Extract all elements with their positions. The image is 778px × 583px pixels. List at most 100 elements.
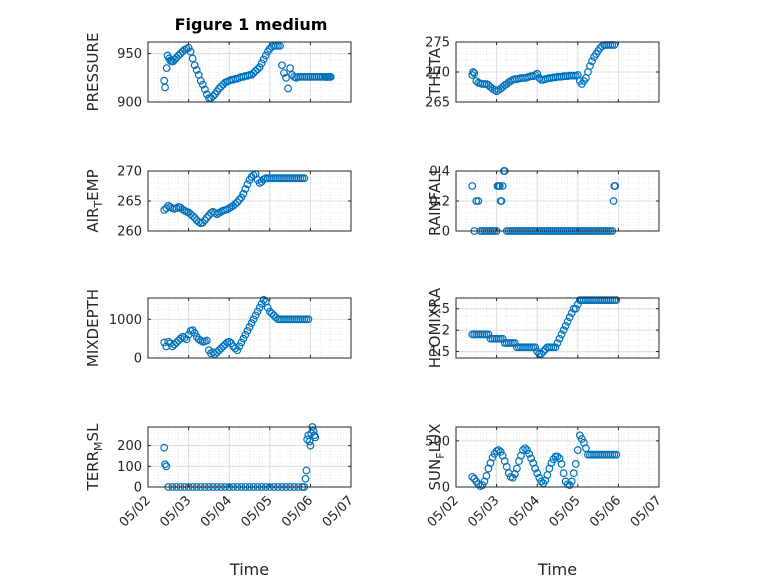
data-point <box>557 330 566 339</box>
data-point <box>525 449 533 458</box>
data-point <box>176 49 185 58</box>
data-point <box>559 469 568 478</box>
data-point <box>188 212 197 220</box>
data-point <box>286 64 295 73</box>
data-point <box>202 336 211 345</box>
y-tick-label: 500 <box>425 434 450 449</box>
subplot-1: 900 950 PRESSURE <box>84 33 352 111</box>
data-point <box>253 307 262 316</box>
data-point <box>612 450 621 459</box>
data-point <box>239 189 248 198</box>
data-point <box>257 299 266 308</box>
data-point <box>304 315 313 324</box>
subplot-5: 0 1000 MIXDEPTH <box>84 289 352 367</box>
data-point <box>198 80 207 89</box>
data-point <box>225 337 234 346</box>
data-point <box>162 64 171 73</box>
data-point <box>494 446 503 454</box>
x-tick-label: 05/05 <box>239 493 276 530</box>
data-point <box>300 174 309 183</box>
data-point <box>498 182 507 190</box>
data-point <box>557 460 566 468</box>
data-point <box>569 469 578 478</box>
data-point <box>612 296 621 305</box>
y-tick-label: 0 <box>442 481 450 496</box>
data-point <box>565 313 574 322</box>
data-point <box>161 83 169 92</box>
y-tick-label: 900 <box>117 96 142 111</box>
axes-box <box>147 41 352 103</box>
data-point <box>468 472 477 481</box>
data-point <box>233 198 242 207</box>
data-point <box>326 72 335 81</box>
y-tick-label: 0.2 <box>429 195 450 210</box>
data-point <box>497 197 506 205</box>
y-tick-label: 260 <box>117 225 142 240</box>
data-point <box>305 437 314 446</box>
data-point <box>188 54 197 63</box>
data-point <box>251 311 260 320</box>
x-tick-label: 05/06 <box>279 493 316 530</box>
axes-box <box>455 426 660 488</box>
series-markers <box>468 41 619 96</box>
data-point <box>249 69 258 77</box>
data-point <box>202 213 211 222</box>
data-point <box>172 338 181 347</box>
data-point <box>523 446 531 454</box>
data-point <box>190 61 199 70</box>
data-point <box>162 462 171 471</box>
data-point <box>474 480 483 489</box>
data-point <box>306 441 315 450</box>
data-point <box>495 182 504 190</box>
x-tick-label: 05/02 <box>117 493 154 530</box>
data-point <box>276 41 284 50</box>
axes-box <box>147 297 352 359</box>
data-point <box>170 340 179 349</box>
data-point <box>469 68 477 76</box>
data-point <box>555 334 564 343</box>
subplot-7: 0 100 200 05/02 05/03 05/04 05/05 05/06 05/07 Tim… <box>84 423 357 579</box>
data-point <box>207 94 215 103</box>
figure-title: Figure 1 medium <box>175 15 328 34</box>
axes-box <box>147 426 352 488</box>
data-point <box>488 453 497 462</box>
data-point <box>186 47 195 56</box>
data-point <box>573 446 582 454</box>
y-axis-label: AIRTEMP <box>84 169 105 232</box>
series-markers <box>160 296 313 359</box>
x-tick-label: 05/05 <box>547 493 584 530</box>
data-point <box>508 473 517 482</box>
x-tick-label: 05/07 <box>320 493 357 530</box>
data-point <box>247 71 256 79</box>
y-tick-label: 2.5 <box>429 302 450 317</box>
data-point <box>160 443 169 452</box>
data-point <box>510 339 519 347</box>
x-tick-label: 05/03 <box>465 493 502 530</box>
data-point <box>243 327 252 335</box>
data-point <box>265 307 274 316</box>
data-point <box>249 315 258 324</box>
x-tick-label: 05/04 <box>506 493 543 530</box>
data-point <box>468 182 477 190</box>
data-point <box>484 330 493 339</box>
data-point <box>196 76 205 85</box>
data-point <box>571 460 580 468</box>
data-point <box>251 67 260 75</box>
series-markers <box>468 431 621 490</box>
y-tick-label: 265 <box>117 195 142 210</box>
data-point <box>231 344 240 353</box>
subplot-8: 0 500 05/02 05/03 05/04 05/05 05/06 05/07 Time SU… <box>425 424 665 579</box>
data-point <box>472 77 481 85</box>
y-tick-label: 0.4 <box>429 165 450 180</box>
data-point <box>571 304 580 313</box>
data-point <box>470 69 479 78</box>
x-tick-label: 05/02 <box>425 493 462 530</box>
data-point <box>311 433 320 442</box>
data-point <box>553 339 562 347</box>
data-point <box>235 342 244 351</box>
y-tick-label: 2 <box>442 324 450 339</box>
y-tick-label: 270 <box>117 165 142 180</box>
data-point <box>565 481 574 490</box>
